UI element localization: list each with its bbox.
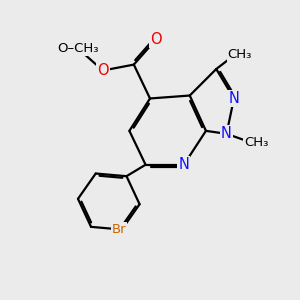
Text: O: O [150, 32, 162, 47]
Text: N: N [229, 91, 239, 106]
Text: N: N [178, 157, 189, 172]
Text: O–CH₃: O–CH₃ [57, 42, 99, 55]
Text: N: N [221, 126, 232, 141]
Text: O: O [97, 63, 109, 78]
Text: CH₃: CH₃ [228, 48, 252, 61]
Text: CH₃: CH₃ [244, 136, 268, 149]
Text: Br: Br [112, 223, 126, 236]
